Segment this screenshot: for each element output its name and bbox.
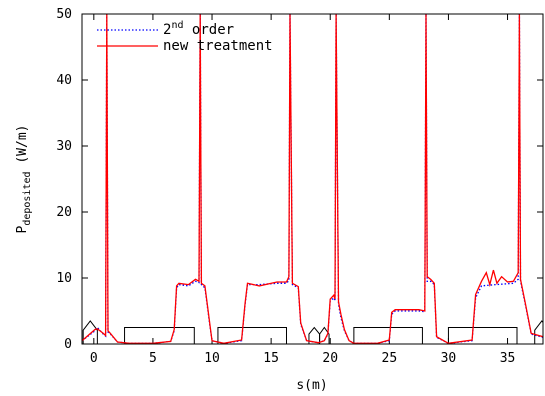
series-2nd-order-line	[82, 14, 543, 344]
y-tick-label: 30	[56, 139, 72, 154]
axis-ticks	[82, 13, 543, 345]
tick-labels: 0 5 10 15 20 25 30 35 0 10 20 30 40 50	[56, 7, 515, 366]
y-tick-label: 50	[56, 7, 72, 22]
x-tick-label: 10	[204, 351, 220, 366]
lattice-elements	[82, 320, 543, 344]
x-tick-label: 25	[382, 351, 398, 366]
y-tick-label: 10	[56, 271, 72, 286]
legend-label-2nd-order: 2nd order	[163, 20, 234, 38]
x-tick-label: 5	[149, 351, 157, 366]
x-tick-label: 35	[500, 351, 516, 366]
legend-label-new-treatment: new treatment	[163, 38, 273, 54]
y-tick-label: 20	[56, 205, 72, 220]
plot-frame	[81, 13, 544, 345]
x-tick-label: 30	[441, 351, 457, 366]
magnet-element	[447, 327, 518, 344]
series-lines	[82, 14, 543, 344]
magnet-element	[353, 327, 423, 344]
y-tick-label: 0	[64, 337, 72, 352]
chevron-element	[82, 320, 98, 344]
y-axis-label: Pdeposited (W/m)	[15, 125, 33, 234]
x-tick-label: 20	[322, 351, 338, 366]
y-tick-label: 40	[56, 73, 72, 88]
x-tick-label: 15	[263, 351, 279, 366]
x-tick-label: 0	[90, 351, 98, 366]
x-axis-label: s(m)	[296, 378, 327, 393]
series-new-treatment-line	[82, 14, 543, 344]
legend: 2nd order new treatment	[97, 20, 273, 54]
magnet-element	[217, 327, 287, 344]
magnet-element	[124, 327, 195, 344]
chevron-element	[319, 326, 330, 344]
